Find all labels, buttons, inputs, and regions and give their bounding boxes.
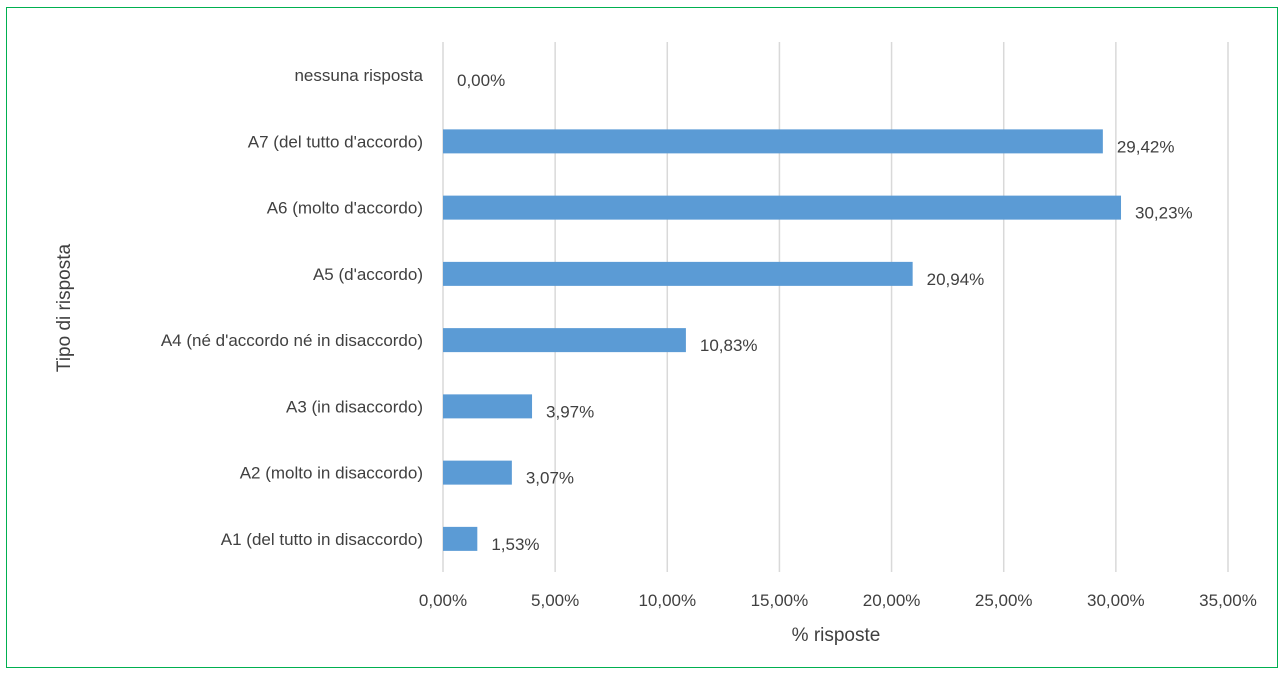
bar [443, 328, 686, 353]
bar [443, 394, 533, 419]
x-axis-title: % risposte [792, 625, 881, 646]
data-label: 20,94% [927, 270, 985, 289]
bar [443, 261, 913, 286]
bars [443, 129, 1122, 551]
x-tick-label: 25,00% [975, 591, 1033, 610]
x-tick-label: 20,00% [863, 591, 921, 610]
data-label: 30,23% [1135, 204, 1193, 223]
bar [443, 129, 1103, 154]
chart-frame: nessuna risposta A7 (del tutto d'accordo)… [6, 7, 1278, 668]
category-label: A5 (d'accordo) [313, 265, 423, 284]
category-label: A6 (molto d'accordo) [267, 199, 423, 218]
x-tick-label: 30,00% [1087, 591, 1145, 610]
bar [443, 460, 512, 485]
bar [443, 526, 478, 551]
category-label: A1 (del tutto in disaccordo) [221, 530, 423, 549]
y-axis-title: Tipo di risposta [54, 244, 75, 373]
category-label: A4 (né d'accordo né in disaccordo) [161, 331, 423, 350]
x-tick-label: 10,00% [638, 591, 696, 610]
data-label: 3,07% [526, 469, 574, 488]
bar-chart: nessuna risposta A7 (del tutto d'accordo)… [54, 42, 1257, 646]
x-tick-label: 35,00% [1199, 591, 1257, 610]
category-labels: nessuna risposta A7 (del tutto d'accordo)… [161, 66, 424, 549]
bar [443, 195, 1122, 220]
data-label: 3,97% [546, 402, 594, 421]
x-tick-labels: 0,00% 5,00% 10,00% 15,00% 20,00% 25,00% 30,00%… [419, 591, 1257, 610]
data-labels: 0,00% 29,42% 30,23% 20,94% 10,83% 3,97% 3,07% 1… [457, 71, 1193, 554]
category-label: A7 (del tutto d'accordo) [248, 132, 423, 151]
data-label: 29,42% [1117, 137, 1175, 156]
gridlines [442, 42, 1229, 572]
x-tick-label: 15,00% [751, 591, 809, 610]
category-label: A3 (in disaccordo) [286, 397, 423, 416]
data-label: 10,83% [700, 336, 758, 355]
category-label: A2 (molto in disaccordo) [240, 464, 423, 483]
category-label: nessuna risposta [294, 66, 423, 85]
data-label: 0,00% [457, 71, 505, 90]
x-tick-label: 5,00% [531, 591, 579, 610]
x-tick-label: 0,00% [419, 591, 467, 610]
data-label: 1,53% [491, 535, 539, 554]
